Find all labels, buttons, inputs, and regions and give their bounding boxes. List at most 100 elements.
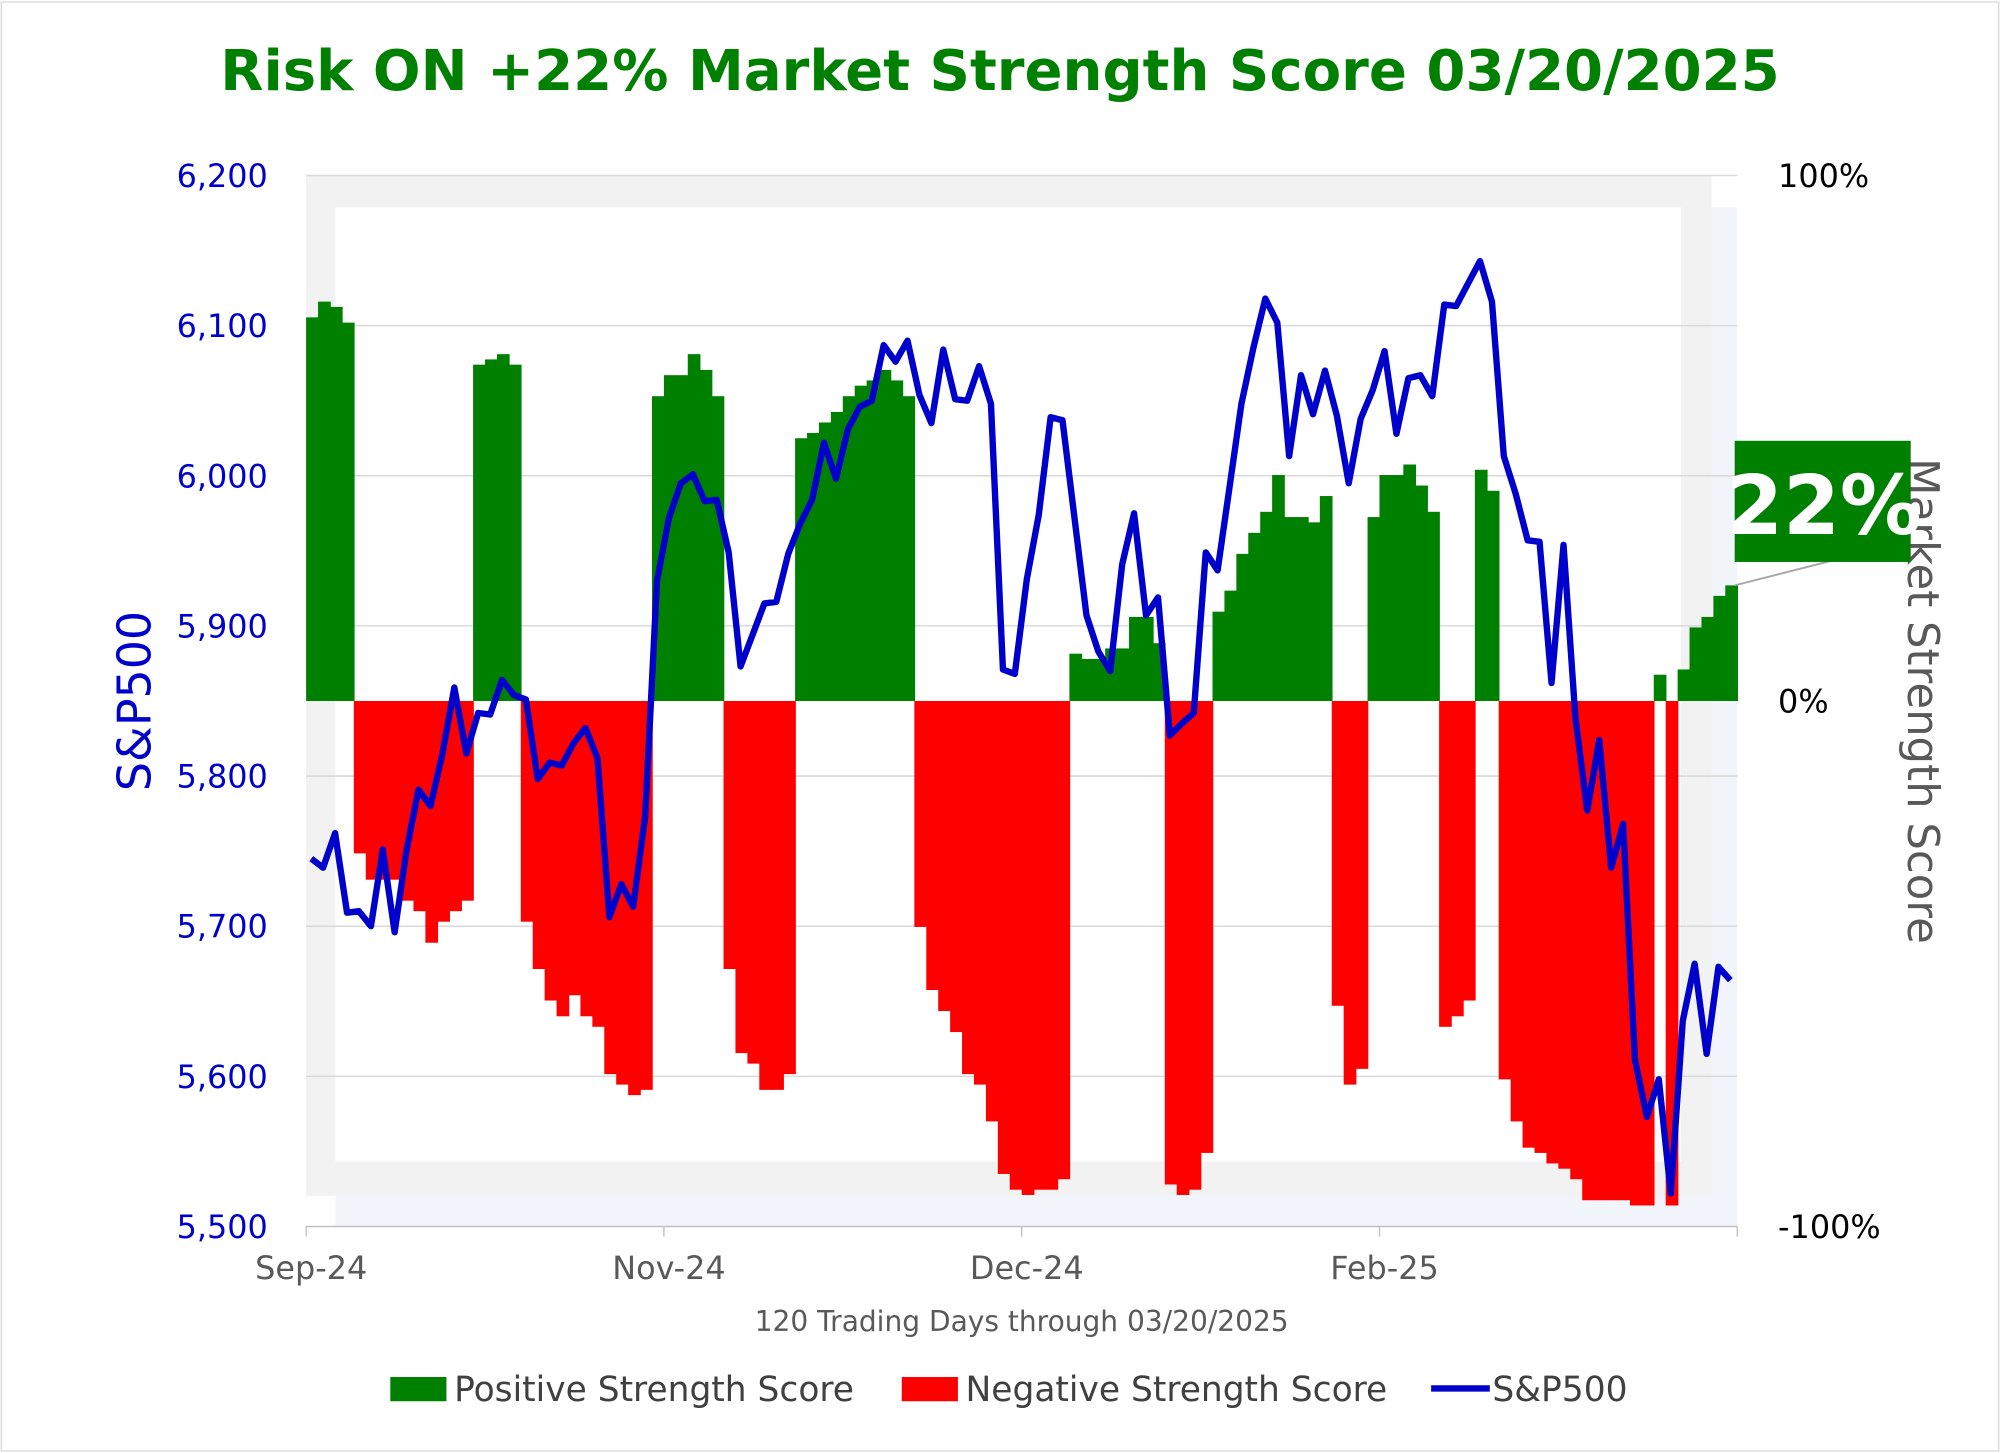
bar-positive (1474, 469, 1488, 701)
sp500-line (309, 257, 1733, 1197)
bar-negative (1582, 700, 1595, 1201)
bar-positive (890, 380, 904, 701)
bar-negative (568, 700, 582, 996)
bar-negative (1534, 700, 1548, 1153)
bar-negative (1033, 700, 1047, 1190)
legend-label-line: S&P500 (1492, 1370, 1627, 1410)
bar-negative (950, 700, 963, 1033)
bar-positive (1379, 475, 1393, 701)
bar-positive (1689, 627, 1703, 701)
bar-negative (1606, 700, 1619, 1201)
y-tick-label: 5,900 (177, 607, 268, 645)
bar-negative (1009, 700, 1023, 1190)
bar-positive (1653, 674, 1667, 701)
bar-positive (1725, 585, 1739, 701)
bar-negative (1522, 700, 1536, 1148)
bar-negative (914, 700, 928, 927)
bar-positive (341, 322, 355, 701)
bar-negative (759, 700, 773, 1090)
bar-negative (413, 700, 427, 912)
bar-positive (318, 301, 331, 701)
bar-negative (997, 700, 1011, 1174)
bar-negative (1355, 700, 1369, 1069)
bar-negative (389, 700, 403, 880)
bar-negative (1343, 700, 1357, 1085)
bar-negative (771, 700, 784, 1090)
x-tick-label: Dec-24 (970, 1249, 1084, 1287)
bar-positive (1713, 595, 1727, 701)
bar-negative (1558, 700, 1572, 1169)
bar-positive (473, 364, 486, 701)
bar-positive (1260, 511, 1273, 701)
bar-positive (711, 396, 725, 701)
bar-positive (1403, 464, 1417, 701)
bar-negative (1045, 700, 1059, 1190)
y2-tick-label: -100% (1778, 1208, 1881, 1246)
bar-negative (1164, 700, 1178, 1185)
bar-positive (1307, 522, 1321, 701)
x-tick-label: Nov-24 (612, 1249, 725, 1287)
legend: Positive Strength Score Negative Strengt… (390, 1370, 1628, 1410)
y-tick-label: 5,500 (177, 1208, 268, 1246)
bar-negative (1188, 700, 1202, 1190)
bar-positive (1081, 658, 1095, 701)
bar-positive (1367, 517, 1381, 701)
bar-negative (1462, 700, 1476, 1001)
axis-ticks: 6,200 6,100 6,000 5,900 5,800 5,700 5,600 5,500… (177, 157, 1881, 1287)
bar-positive (818, 422, 832, 701)
bar-positive (1272, 475, 1285, 701)
bar-negative (1641, 700, 1655, 1206)
bar-positive (854, 385, 868, 701)
bar-positive (1295, 517, 1309, 701)
bar-negative (747, 700, 761, 1064)
x-tick-label: Sep-24 (255, 1249, 367, 1287)
y-tick-label: 5,800 (177, 758, 268, 796)
bar-positive (1212, 611, 1226, 701)
bar-positive (1069, 653, 1083, 701)
strength-bars (306, 301, 1739, 1206)
bar-negative (365, 700, 379, 880)
bar-positive (842, 396, 856, 701)
bar-positive (1391, 475, 1405, 701)
bar-positive (795, 438, 808, 701)
bar-negative (377, 700, 391, 880)
bar-positive (1224, 590, 1238, 701)
bar-negative (1200, 700, 1214, 1153)
bar-negative (1439, 700, 1452, 1027)
bar-negative (973, 700, 987, 1085)
bar-positive (878, 369, 892, 701)
bar-negative (938, 700, 951, 1012)
bar-negative (604, 700, 617, 1075)
bar-positive (1140, 616, 1154, 701)
bar-positive (902, 396, 916, 701)
bar-negative (962, 700, 975, 1075)
bar-negative (985, 700, 999, 1122)
bar-positive (306, 317, 319, 701)
bar-positive (675, 375, 689, 701)
bar-negative (1057, 700, 1071, 1180)
bar-negative (520, 700, 534, 922)
bar-negative (1021, 700, 1035, 1195)
x-tick-label: Feb-25 (1330, 1249, 1439, 1287)
bar-positive (1415, 485, 1428, 701)
bar-negative (1570, 700, 1583, 1180)
legend-label-positive: Positive Strength Score (454, 1370, 854, 1410)
bar-positive (687, 354, 701, 701)
y-tick-label: 6,100 (177, 307, 268, 345)
bar-negative (926, 700, 939, 991)
bar-positive (1248, 532, 1261, 701)
bar-positive (1486, 490, 1500, 701)
bar-positive (1427, 511, 1440, 701)
callout-box (1734, 440, 1911, 562)
bar-negative (580, 700, 594, 1017)
bar-negative (544, 700, 558, 1001)
y-axis-label: S&P500 (108, 611, 162, 791)
bar-negative (783, 700, 796, 1075)
bar-positive (329, 306, 343, 701)
bar-negative (1510, 700, 1524, 1122)
chart-title: Risk ON +22% Market Strength Score 03/20… (220, 39, 1779, 104)
y2-tick-label: 100% (1778, 157, 1869, 195)
y-tick-label: 5,600 (177, 1058, 268, 1096)
bar-positive (485, 359, 498, 701)
